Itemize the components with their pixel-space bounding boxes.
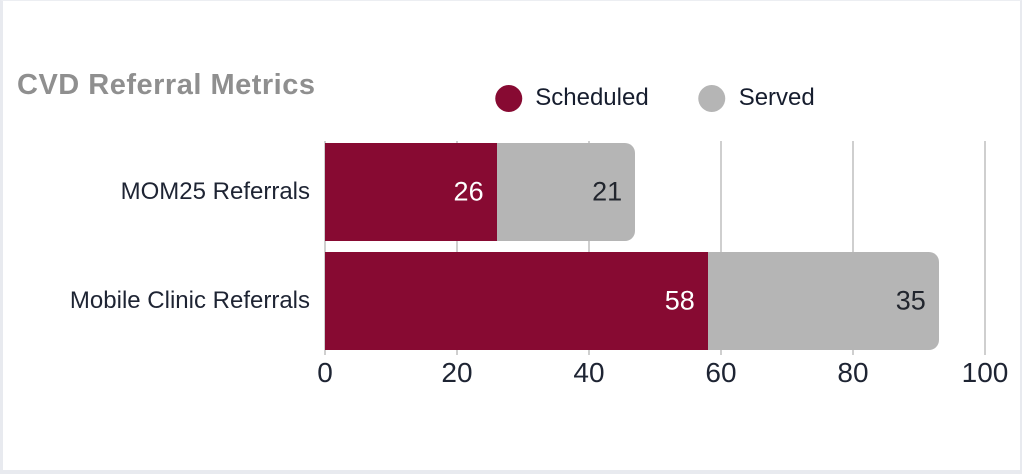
category-label: Mobile Clinic Referrals: [69, 287, 310, 314]
x-tick-label: 0: [317, 357, 333, 388]
value-label: 21: [592, 176, 623, 207]
legend: Scheduled Served: [495, 84, 815, 112]
bar-segment-scheduled: 26: [325, 143, 497, 241]
gridline-60: [720, 141, 722, 355]
value-label: 26: [453, 176, 484, 207]
bar-segment-scheduled: 58: [325, 252, 708, 350]
gridline-0: [324, 141, 326, 355]
x-tick-label: 20: [441, 357, 473, 388]
x-tick-label: 80: [837, 357, 869, 388]
legend-label: Served: [738, 84, 815, 111]
value-label: 35: [895, 285, 926, 316]
legend-item-scheduled[interactable]: Scheduled: [495, 84, 649, 112]
x-tick-label: 60: [705, 357, 737, 388]
value-label: 58: [664, 285, 695, 316]
bar-segment-served: 35: [707, 252, 939, 350]
x-tick-label: 100: [961, 357, 1009, 388]
category-label: MOM25 Referrals: [120, 178, 310, 205]
gridline-20: [456, 141, 458, 355]
chart-title: CVD Referral Metrics: [17, 69, 316, 101]
legend-dot-icon: [698, 84, 726, 112]
gridline-100: [984, 141, 986, 355]
bar-segment-served: 21: [496, 143, 636, 241]
gridline-80: [852, 141, 854, 355]
gridline-40: [588, 141, 590, 355]
legend-item-served[interactable]: Served: [698, 84, 815, 112]
legend-dot-icon: [495, 84, 523, 112]
x-tick-label: 40: [573, 357, 605, 388]
legend-label: Scheduled: [535, 84, 649, 111]
plot-area: 26 21 MOM25 Referrals 58 35 Mobile Clinic Ref…: [3, 1, 1020, 470]
